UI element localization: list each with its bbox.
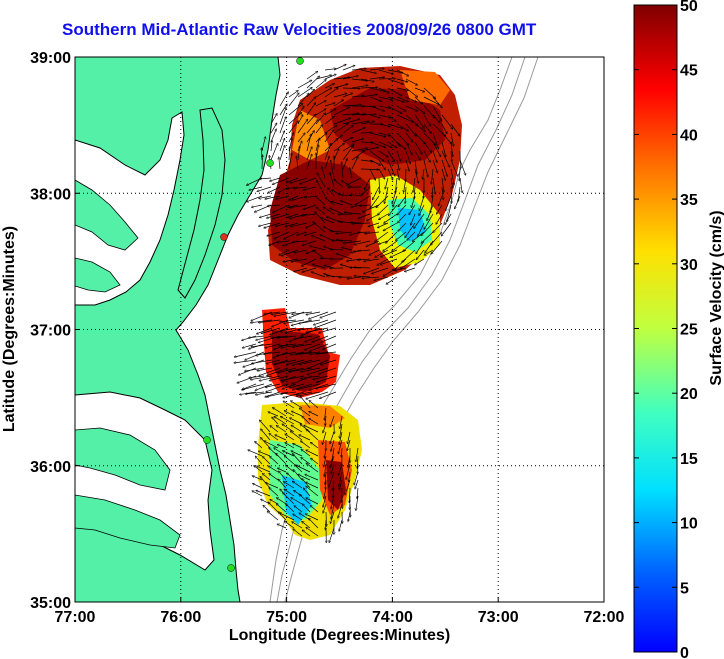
colorbar-tick-label: 15 xyxy=(680,451,698,468)
grid xyxy=(75,57,604,602)
colorbar xyxy=(633,4,678,653)
velocity-vectors xyxy=(234,65,465,543)
x-axis-label: Longitude (Degrees:Minutes) xyxy=(229,627,450,644)
lat-tick-label: 35:00 xyxy=(30,595,71,612)
colorbar-tick-label: 5 xyxy=(680,580,689,597)
radar-stations xyxy=(203,57,304,572)
lon-tick-label: 74:00 xyxy=(372,609,413,626)
map-title: Southern Mid-Atlantic Raw Velocities 200… xyxy=(62,20,537,39)
y-axis-label: Latitude (Degrees:Minutes) xyxy=(1,226,18,432)
lon-tick-label: 76:00 xyxy=(160,609,201,626)
lon-tick-label: 73:00 xyxy=(478,609,519,626)
bay-water xyxy=(75,111,185,306)
colorbar-tick-label: 0 xyxy=(680,645,689,659)
lat-tick-label: 39:00 xyxy=(30,50,71,67)
colorbar-tick-label: 20 xyxy=(680,386,698,403)
lat-tick-label: 37:00 xyxy=(30,323,71,340)
lon-tick-label: 75:00 xyxy=(266,609,307,626)
colorbar-tick-label: 45 xyxy=(680,63,698,80)
lat-tick-label: 38:00 xyxy=(30,186,71,203)
colorbar-tick-label: 40 xyxy=(680,127,698,144)
colorbar-tick-label: 25 xyxy=(680,322,698,339)
lon-tick-label: 77:00 xyxy=(55,609,96,626)
velocity-field-south xyxy=(258,402,362,540)
colorbar-tick-label: 35 xyxy=(680,192,698,209)
colorbar-tick-label: 30 xyxy=(680,257,698,274)
colorbar-tick-label: 10 xyxy=(680,516,698,533)
colorbar-tick-label: 50 xyxy=(680,0,698,15)
lon-tick-label: 72:00 xyxy=(584,609,625,626)
colorbar-label: Surface Velocity (cm/s) xyxy=(708,210,724,385)
lat-tick-label: 36:00 xyxy=(30,459,71,476)
